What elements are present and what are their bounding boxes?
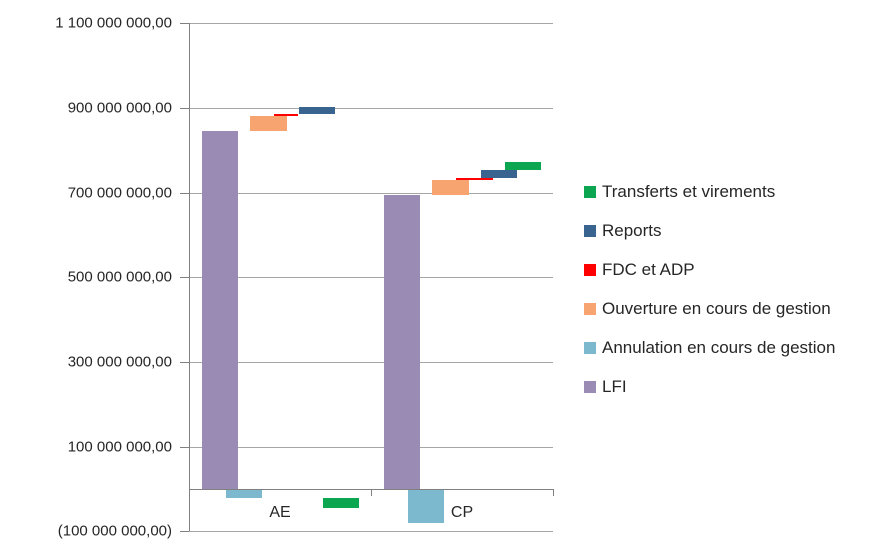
y-axis-label-4: 300 000 000,00 xyxy=(67,353,172,371)
legend-swatch-lfi xyxy=(584,380,596,393)
bar-reports-cp[interactable] xyxy=(480,169,517,179)
legend-label-reports: Reports xyxy=(602,220,662,240)
bar-transferts-et-virements-ae[interactable] xyxy=(322,497,360,508)
bar-fdc-et-adp-cp[interactable] xyxy=(456,178,493,180)
legend: Transferts et virements Reports FDC et ADP… xyxy=(584,172,835,406)
bar-fdc-et-adp-ae[interactable] xyxy=(274,114,298,116)
gridline-3 xyxy=(189,277,553,279)
y-axis-tick-6 xyxy=(180,531,189,533)
legend-label-ouverture-en-cours-de-gestion: Ouverture en cours de gestion xyxy=(602,298,831,318)
bar-annulation-en-cours-de-gestion-ae[interactable] xyxy=(225,489,263,498)
x-axis-tick-1 xyxy=(371,489,372,496)
bar-transferts-et-virements-cp[interactable] xyxy=(504,162,542,170)
legend-item-annulation-en-cours-de-gestion[interactable]: Annulation en cours de gestion xyxy=(584,328,835,367)
y-axis-label-5: 100 000 000,00 xyxy=(67,438,172,456)
legend-label-annulation-en-cours-de-gestion: Annulation en cours de gestion xyxy=(602,337,836,357)
category-label-ae: AE xyxy=(269,504,291,521)
bar-annulation-en-cours-de-gestion-cp[interactable] xyxy=(407,489,445,523)
x-axis-tick-2 xyxy=(553,489,554,496)
gridline-1 xyxy=(189,107,553,109)
x-axis-tick-0 xyxy=(189,489,190,496)
y-axis-label-0: 1 100 000 000,00 xyxy=(55,14,172,32)
bar-lfi-cp[interactable] xyxy=(383,195,421,489)
y-axis-label-1: 900 000 000,00 xyxy=(67,99,172,117)
y-axis-tick-3 xyxy=(180,277,189,279)
legend-item-transferts-et-virements[interactable]: Transferts et virements xyxy=(584,172,835,211)
gridline-2 xyxy=(189,192,553,194)
y-axis-label-2: 700 000 000,00 xyxy=(67,184,172,201)
y-axis-tick-5 xyxy=(180,446,189,448)
legend-swatch-fdc-et-adp xyxy=(584,263,596,276)
legend-swatch-annulation-en-cours-de-gestion xyxy=(584,341,596,354)
bar-reports-ae[interactable] xyxy=(298,106,335,115)
bar-lfi-ae[interactable] xyxy=(201,131,239,489)
bar-ouverture-en-cours-de-gestion-ae[interactable] xyxy=(250,115,287,132)
legend-item-reports[interactable]: Reports xyxy=(584,211,835,250)
legend-item-fdc-et-adp[interactable]: FDC et ADP xyxy=(584,250,835,289)
legend-swatch-ouverture-en-cours-de-gestion xyxy=(584,302,596,315)
legend-swatch-transferts-et-virements xyxy=(584,185,596,198)
gridline-0 xyxy=(189,23,553,24)
y-axis-tick-0 xyxy=(180,23,189,24)
legend-label-transferts-et-virements: Transferts et virements xyxy=(602,181,776,201)
category-label-cp: CP xyxy=(450,504,474,521)
legend-item-lfi[interactable]: LFI xyxy=(584,367,835,406)
y-axis-label-3: 500 000 000,00 xyxy=(67,268,172,286)
y-axis-tick-4 xyxy=(180,361,189,363)
legend-label-fdc-et-adp: FDC et ADP xyxy=(602,259,695,279)
y-axis-tick-2 xyxy=(180,192,189,194)
gridline-5 xyxy=(189,446,553,448)
y-axis-tick-1 xyxy=(180,107,189,109)
y-axis-line xyxy=(189,23,190,532)
legend-swatch-reports xyxy=(584,224,596,237)
y-axis-label-6: (100 000 000,00) xyxy=(57,522,172,540)
gridline-6 xyxy=(189,531,553,533)
legend-item-ouverture-en-cours-de-gestion[interactable]: Ouverture en cours de gestion xyxy=(584,289,835,328)
bar-ouverture-en-cours-de-gestion-cp[interactable] xyxy=(432,179,469,195)
legend-label-lfi: LFI xyxy=(602,376,627,396)
gridline-4 xyxy=(189,361,553,363)
